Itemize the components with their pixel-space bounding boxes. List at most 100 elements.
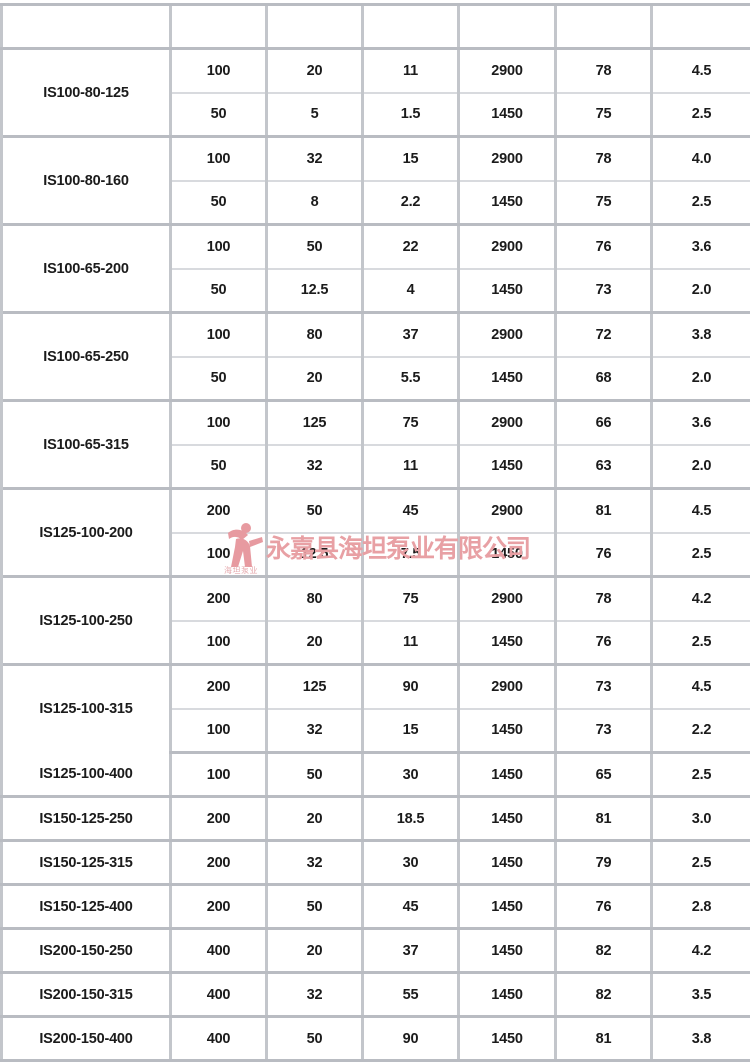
cell-power: 90 (363, 665, 459, 709)
cell-speed: 1450 (459, 753, 556, 797)
cell-power: 11 (363, 49, 459, 93)
cell-speed: 1450 (459, 1017, 556, 1061)
cell-head: 32 (267, 137, 363, 181)
cell-power: 75 (363, 577, 459, 621)
cell-speed: 1450 (459, 445, 556, 489)
cell-efficiency: 79 (556, 841, 652, 885)
cell-speed: 1450 (459, 841, 556, 885)
cell-npsh: 2.5 (652, 93, 750, 137)
cell-model: IS150-125-400 (2, 885, 171, 929)
cell-speed: 1450 (459, 621, 556, 665)
cell-efficiency: 76 (556, 885, 652, 929)
cell-speed: 1450 (459, 973, 556, 1017)
cell-npsh: 2.5 (652, 181, 750, 225)
cell-power: 11 (363, 621, 459, 665)
cell-power: 45 (363, 885, 459, 929)
cell-flow: 200 (171, 577, 267, 621)
cell-head (267, 5, 363, 49)
cell-power: 37 (363, 929, 459, 973)
cell-flow: 50 (171, 445, 267, 489)
cell-power (363, 5, 459, 49)
cell-model: IS125-100-200 (2, 489, 171, 577)
cell-power: 18.5 (363, 797, 459, 841)
cell-efficiency: 65 (556, 753, 652, 797)
cell-efficiency: 68 (556, 357, 652, 401)
cell-flow: 100 (171, 313, 267, 357)
cell-npsh: 3.0 (652, 797, 750, 841)
cell-efficiency: 76 (556, 533, 652, 577)
cell-npsh: 2.5 (652, 841, 750, 885)
cell-power: 15 (363, 137, 459, 181)
cell-speed: 1450 (459, 929, 556, 973)
cell-flow: 400 (171, 973, 267, 1017)
cell-flow: 200 (171, 665, 267, 709)
cell-speed: 1450 (459, 269, 556, 313)
cell-power: 4 (363, 269, 459, 313)
cell-npsh: 3.5 (652, 973, 750, 1017)
cell-speed: 2900 (459, 489, 556, 533)
cell-npsh: 4.5 (652, 665, 750, 709)
cell-head: 32 (267, 445, 363, 489)
cell-head: 125 (267, 665, 363, 709)
cell-head: 80 (267, 577, 363, 621)
cell-flow: 50 (171, 357, 267, 401)
cell-head: 20 (267, 929, 363, 973)
cell-efficiency: 73 (556, 665, 652, 709)
cell-speed: 1450 (459, 93, 556, 137)
cell-power: 90 (363, 1017, 459, 1061)
cell-head: 12.5 (267, 533, 363, 577)
cell-flow: 100 (171, 621, 267, 665)
cell-power: 30 (363, 841, 459, 885)
cell-head: 20 (267, 49, 363, 93)
cell-npsh: 3.8 (652, 313, 750, 357)
cell-power: 37 (363, 313, 459, 357)
cell-flow: 200 (171, 797, 267, 841)
cell-efficiency: 76 (556, 225, 652, 269)
cell-head: 80 (267, 313, 363, 357)
cell-power: 1.5 (363, 93, 459, 137)
cell-model: IS125-100-250 (2, 577, 171, 665)
cell-flow: 50 (171, 269, 267, 313)
cell-head: 20 (267, 621, 363, 665)
cell-efficiency: 81 (556, 1017, 652, 1061)
cell-model: IS100-80-160 (2, 137, 171, 225)
cell-flow: 50 (171, 181, 267, 225)
cell-flow: 100 (171, 225, 267, 269)
cell-efficiency: 78 (556, 49, 652, 93)
cell-power: 5.5 (363, 357, 459, 401)
cell-model: IS100-65-250 (2, 313, 171, 401)
cell-model (2, 5, 171, 49)
cell-model: IS200-150-400 (2, 1017, 171, 1061)
cell-npsh: 2.0 (652, 269, 750, 313)
cell-speed: 2900 (459, 665, 556, 709)
cell-efficiency: 81 (556, 797, 652, 841)
cell-speed: 1450 (459, 357, 556, 401)
cell-efficiency: 72 (556, 313, 652, 357)
cell-speed: 1450 (459, 797, 556, 841)
cell-npsh: 2.0 (652, 445, 750, 489)
cell-flow: 100 (171, 401, 267, 445)
cell-power: 30 (363, 753, 459, 797)
cell-npsh: 2.5 (652, 621, 750, 665)
cell-efficiency: 75 (556, 181, 652, 225)
cell-head: 32 (267, 841, 363, 885)
cell-npsh: 3.6 (652, 401, 750, 445)
cell-npsh: 2.5 (652, 753, 750, 797)
cell-npsh: 2.5 (652, 533, 750, 577)
cell-power: 2.2 (363, 181, 459, 225)
cell-power: 15 (363, 709, 459, 753)
cell-head: 32 (267, 973, 363, 1017)
cell-head: 8 (267, 181, 363, 225)
cell-model: IS100-65-315 (2, 401, 171, 489)
cell-speed: 2900 (459, 401, 556, 445)
cell-npsh: 4.5 (652, 489, 750, 533)
cell-head: 5 (267, 93, 363, 137)
